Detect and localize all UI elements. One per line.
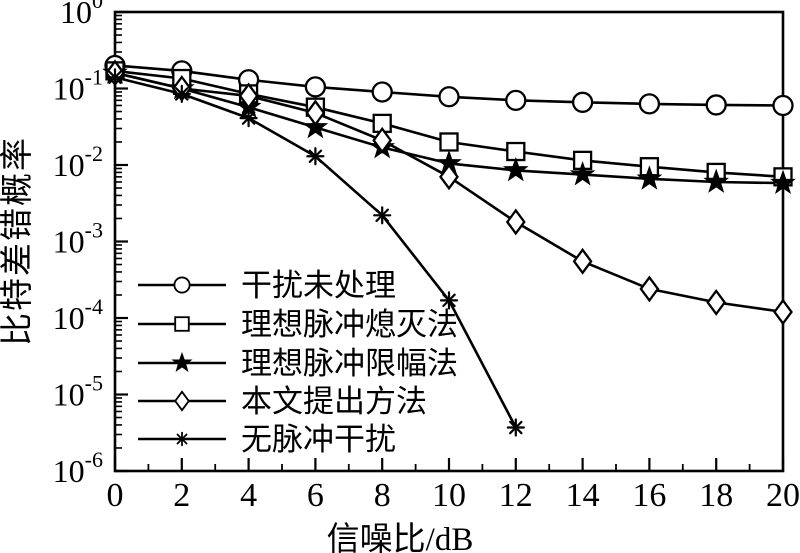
diamond-marker-icon (505, 208, 526, 236)
y-tick-label: 10-6 (53, 447, 103, 489)
x-tick-label: 2 (173, 477, 190, 514)
star-marker-icon (502, 156, 529, 182)
asterisk-marker-icon (439, 291, 459, 310)
star-marker-icon (569, 161, 596, 186)
star-marker-icon (636, 165, 663, 190)
x-tick-label: 20 (766, 477, 800, 514)
x-tick-label: 8 (374, 477, 391, 514)
x-tick-label: 0 (107, 477, 124, 514)
y-tick-label: 10-4 (53, 294, 103, 336)
star-marker-icon (703, 168, 730, 193)
series-line-3 (114, 71, 784, 314)
circle-marker-icon (505, 89, 527, 111)
x-tick-label: 16 (632, 477, 666, 514)
diamond-marker-icon (639, 275, 660, 303)
diamond-marker-icon (572, 247, 593, 275)
plot-border (113, 10, 785, 473)
asterisk-spoke (241, 111, 256, 125)
circle-marker-icon (772, 94, 794, 117)
y-axis-label: 比特差错概率 (0, 136, 36, 346)
asterisk-spoke (175, 87, 189, 101)
asterisk-marker-icon (506, 418, 525, 437)
y-tick-label: 100 (60, 0, 103, 30)
star-marker-icon (770, 169, 796, 195)
circle-marker-icon (638, 93, 661, 115)
diamond-marker-icon (773, 298, 793, 326)
diamond-marker-icon (372, 126, 393, 154)
y-tick-label: 10-2 (53, 141, 103, 183)
asterisk-spoke (308, 149, 323, 164)
circle-marker-icon (438, 86, 460, 108)
square-marker-icon (439, 132, 459, 152)
diamond-marker-icon (305, 99, 326, 127)
asterisk-marker-icon (306, 147, 325, 166)
series-markers-3 (105, 59, 793, 326)
x-tick-label: 4 (240, 477, 257, 514)
y-tick-label: 10-1 (53, 65, 103, 107)
diamond-marker-icon (706, 288, 727, 316)
asterisk-spoke (509, 420, 523, 435)
asterisk-spoke (442, 293, 456, 308)
circle-marker-icon (371, 81, 393, 103)
diamond-marker-icon (439, 163, 459, 191)
series-markers-4 (105, 68, 525, 437)
circle-marker-icon (571, 91, 594, 113)
asterisk-marker-icon (239, 109, 258, 128)
asterisk-spoke (108, 70, 122, 85)
asterisk-spoke (375, 208, 389, 223)
asterisk-marker-icon (105, 68, 125, 87)
x-tick-label: 6 (307, 477, 324, 514)
asterisk-marker-icon (172, 84, 191, 103)
x-tick-label: 10 (432, 477, 466, 514)
y-tick-label: 10-5 (53, 371, 103, 413)
x-tick-label: 14 (566, 477, 600, 514)
circle-marker-icon (705, 94, 727, 116)
x-tick-label: 12 (499, 477, 533, 514)
x-axis-label: 信噪比/dB (326, 522, 474, 553)
asterisk-marker-icon (373, 206, 392, 225)
diamond-marker-icon (238, 82, 259, 110)
circle-marker-icon (304, 76, 327, 98)
y-tick-label: 10-3 (53, 218, 103, 260)
x-tick-label: 18 (699, 477, 733, 514)
